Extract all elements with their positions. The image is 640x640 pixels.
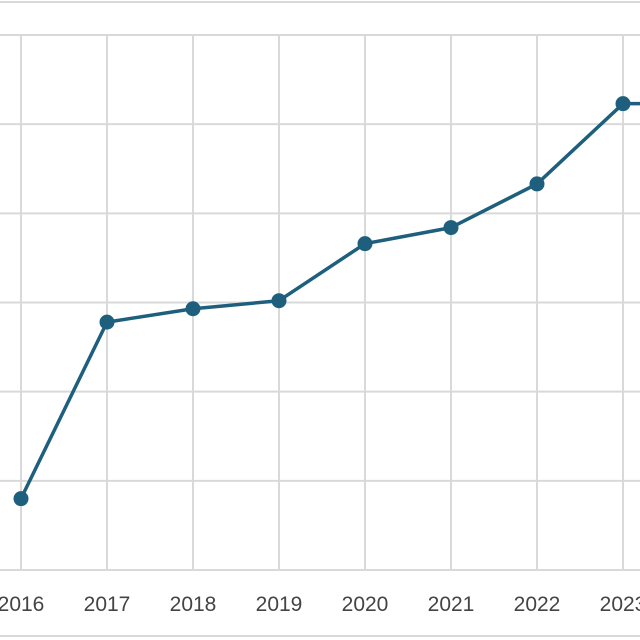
chart-grid (0, 34, 640, 571)
series-line (19, 101, 640, 501)
x-tick-label: 2023 (600, 593, 640, 616)
data-point (615, 96, 631, 112)
data-point (529, 176, 545, 192)
data-point (443, 220, 459, 236)
x-tick-label: 2020 (342, 593, 389, 616)
x-tick-label: 2021 (428, 593, 475, 616)
data-point (271, 293, 287, 309)
x-axis-ticks: 2016 2017 2018 2019 2020 2021 2022 2023 (0, 593, 640, 616)
x-tick-label: 2019 (256, 593, 303, 616)
x-tick-label: 2017 (84, 593, 131, 616)
x-tick-label: 2016 (0, 593, 44, 616)
x-tick-label: 2018 (170, 593, 217, 616)
x-tick-label: 2022 (514, 593, 561, 616)
data-point (13, 491, 29, 507)
data-point (185, 301, 201, 317)
chart-series (13, 96, 640, 507)
data-point (357, 236, 373, 252)
data-point (99, 314, 115, 330)
